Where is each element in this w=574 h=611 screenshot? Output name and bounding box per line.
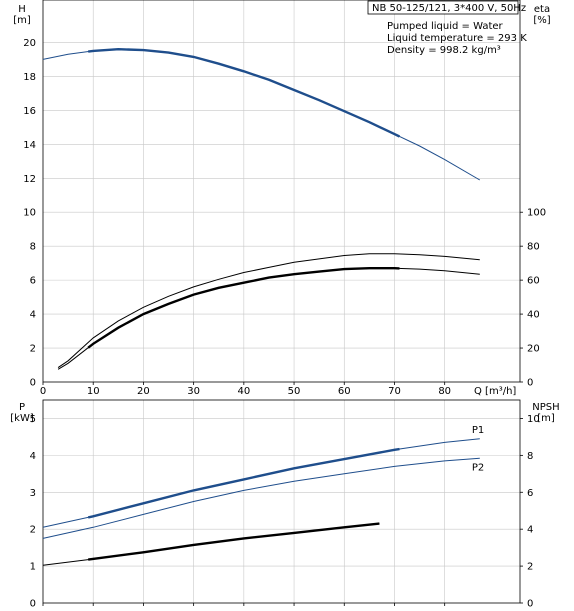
y-tick-label: 0 [30,599,36,610]
P2-curve [42,457,480,539]
y-tick-label: 16 [23,106,36,117]
x-axis-label: Q [m³/h] [474,386,516,397]
P1-operating-range [87,447,400,519]
x-tick-label: 80 [438,386,451,397]
H-operating-range [88,47,401,138]
y2-axis-label-npsh: NPSH [532,402,559,413]
y2-tick-label: 0 [527,599,533,610]
x-tick-label: 70 [388,386,401,397]
liquid-temperature-text: Liquid temperature = 293 K [387,33,527,44]
top-panel-grid [43,0,520,382]
y2-tick-label: 10 [527,414,540,425]
y-axis-label-head: [m] [13,15,31,26]
y-tick-label: 2 [30,525,36,536]
x-tick-label: 0 [40,386,46,397]
y2-tick-label: 80 [527,242,540,253]
series-label-P1: P1 [472,425,484,436]
y-tick-label: 0 [30,378,36,389]
header-box [367,0,519,15]
y2-tick-label: 40 [527,310,540,321]
chart-title: NB 50-125/121, 3*400 V, 50Hz [372,3,526,14]
y2-axis-label-eta: [%] [533,15,550,26]
y2-axis-label-npsh: [m] [537,413,555,424]
y-tick-label: 18 [23,72,36,83]
y-axis-label-power: P [19,402,25,413]
y-tick-label: 20 [23,38,36,49]
y-tick-label: 5 [30,414,36,425]
y2-tick-label: 6 [527,488,533,499]
y-tick-label: 10 [23,208,36,219]
y2-tick-label: 20 [527,344,540,355]
y2-tick-label: 8 [527,451,533,462]
y2-tick-label: 100 [527,208,546,219]
x-tick-label: 20 [137,386,150,397]
x-tick-label: 40 [237,386,250,397]
eta-line [57,253,480,369]
y2-axis-label-eta: eta [534,4,550,15]
series-label-P2: P2 [472,462,484,473]
y2-tick-label: 60 [527,276,540,287]
x-tick-label: 10 [87,386,100,397]
y-tick-label: 3 [30,488,36,499]
NPSH-operating-range [88,522,380,561]
y-axis-label-power: [kW] [10,413,34,424]
title-box [367,0,519,15]
y2-tick-label: 2 [527,562,533,573]
y-tick-label: 14 [23,140,36,151]
H-curve [42,47,481,181]
y-tick-label: 8 [30,242,36,253]
P1-curve [42,438,480,528]
y2-tick-label: 0 [527,378,533,389]
y-tick-label: 4 [30,451,36,462]
P1-line [42,438,480,528]
y-axis-label-head: H [18,4,26,15]
x-tick-label: 60 [338,386,351,397]
y-tick-label: 12 [23,174,36,185]
x-tick-label: 50 [288,386,301,397]
y-tick-label: 2 [30,344,36,355]
eta2-operating-range [87,267,400,349]
y-tick-label: 4 [30,310,36,321]
NPSH-curve [42,522,380,566]
y-tick-label: 6 [30,276,36,287]
bottom-panel-grid [43,400,520,603]
pumped-liquid-text: Pumped liquid = Water [387,21,504,32]
y-tick-label: 1 [30,562,36,573]
x-tick-label: 30 [187,386,200,397]
bottom-panel-frame [42,399,521,604]
P2-line [42,457,480,539]
y2-tick-label: 4 [527,525,533,536]
density-text: Density = 998.2 kg/m³ [387,45,501,56]
H-line [42,48,481,181]
eta-curve [57,253,480,369]
eta2-curve [57,267,480,370]
top-panel-frame [42,0,521,383]
